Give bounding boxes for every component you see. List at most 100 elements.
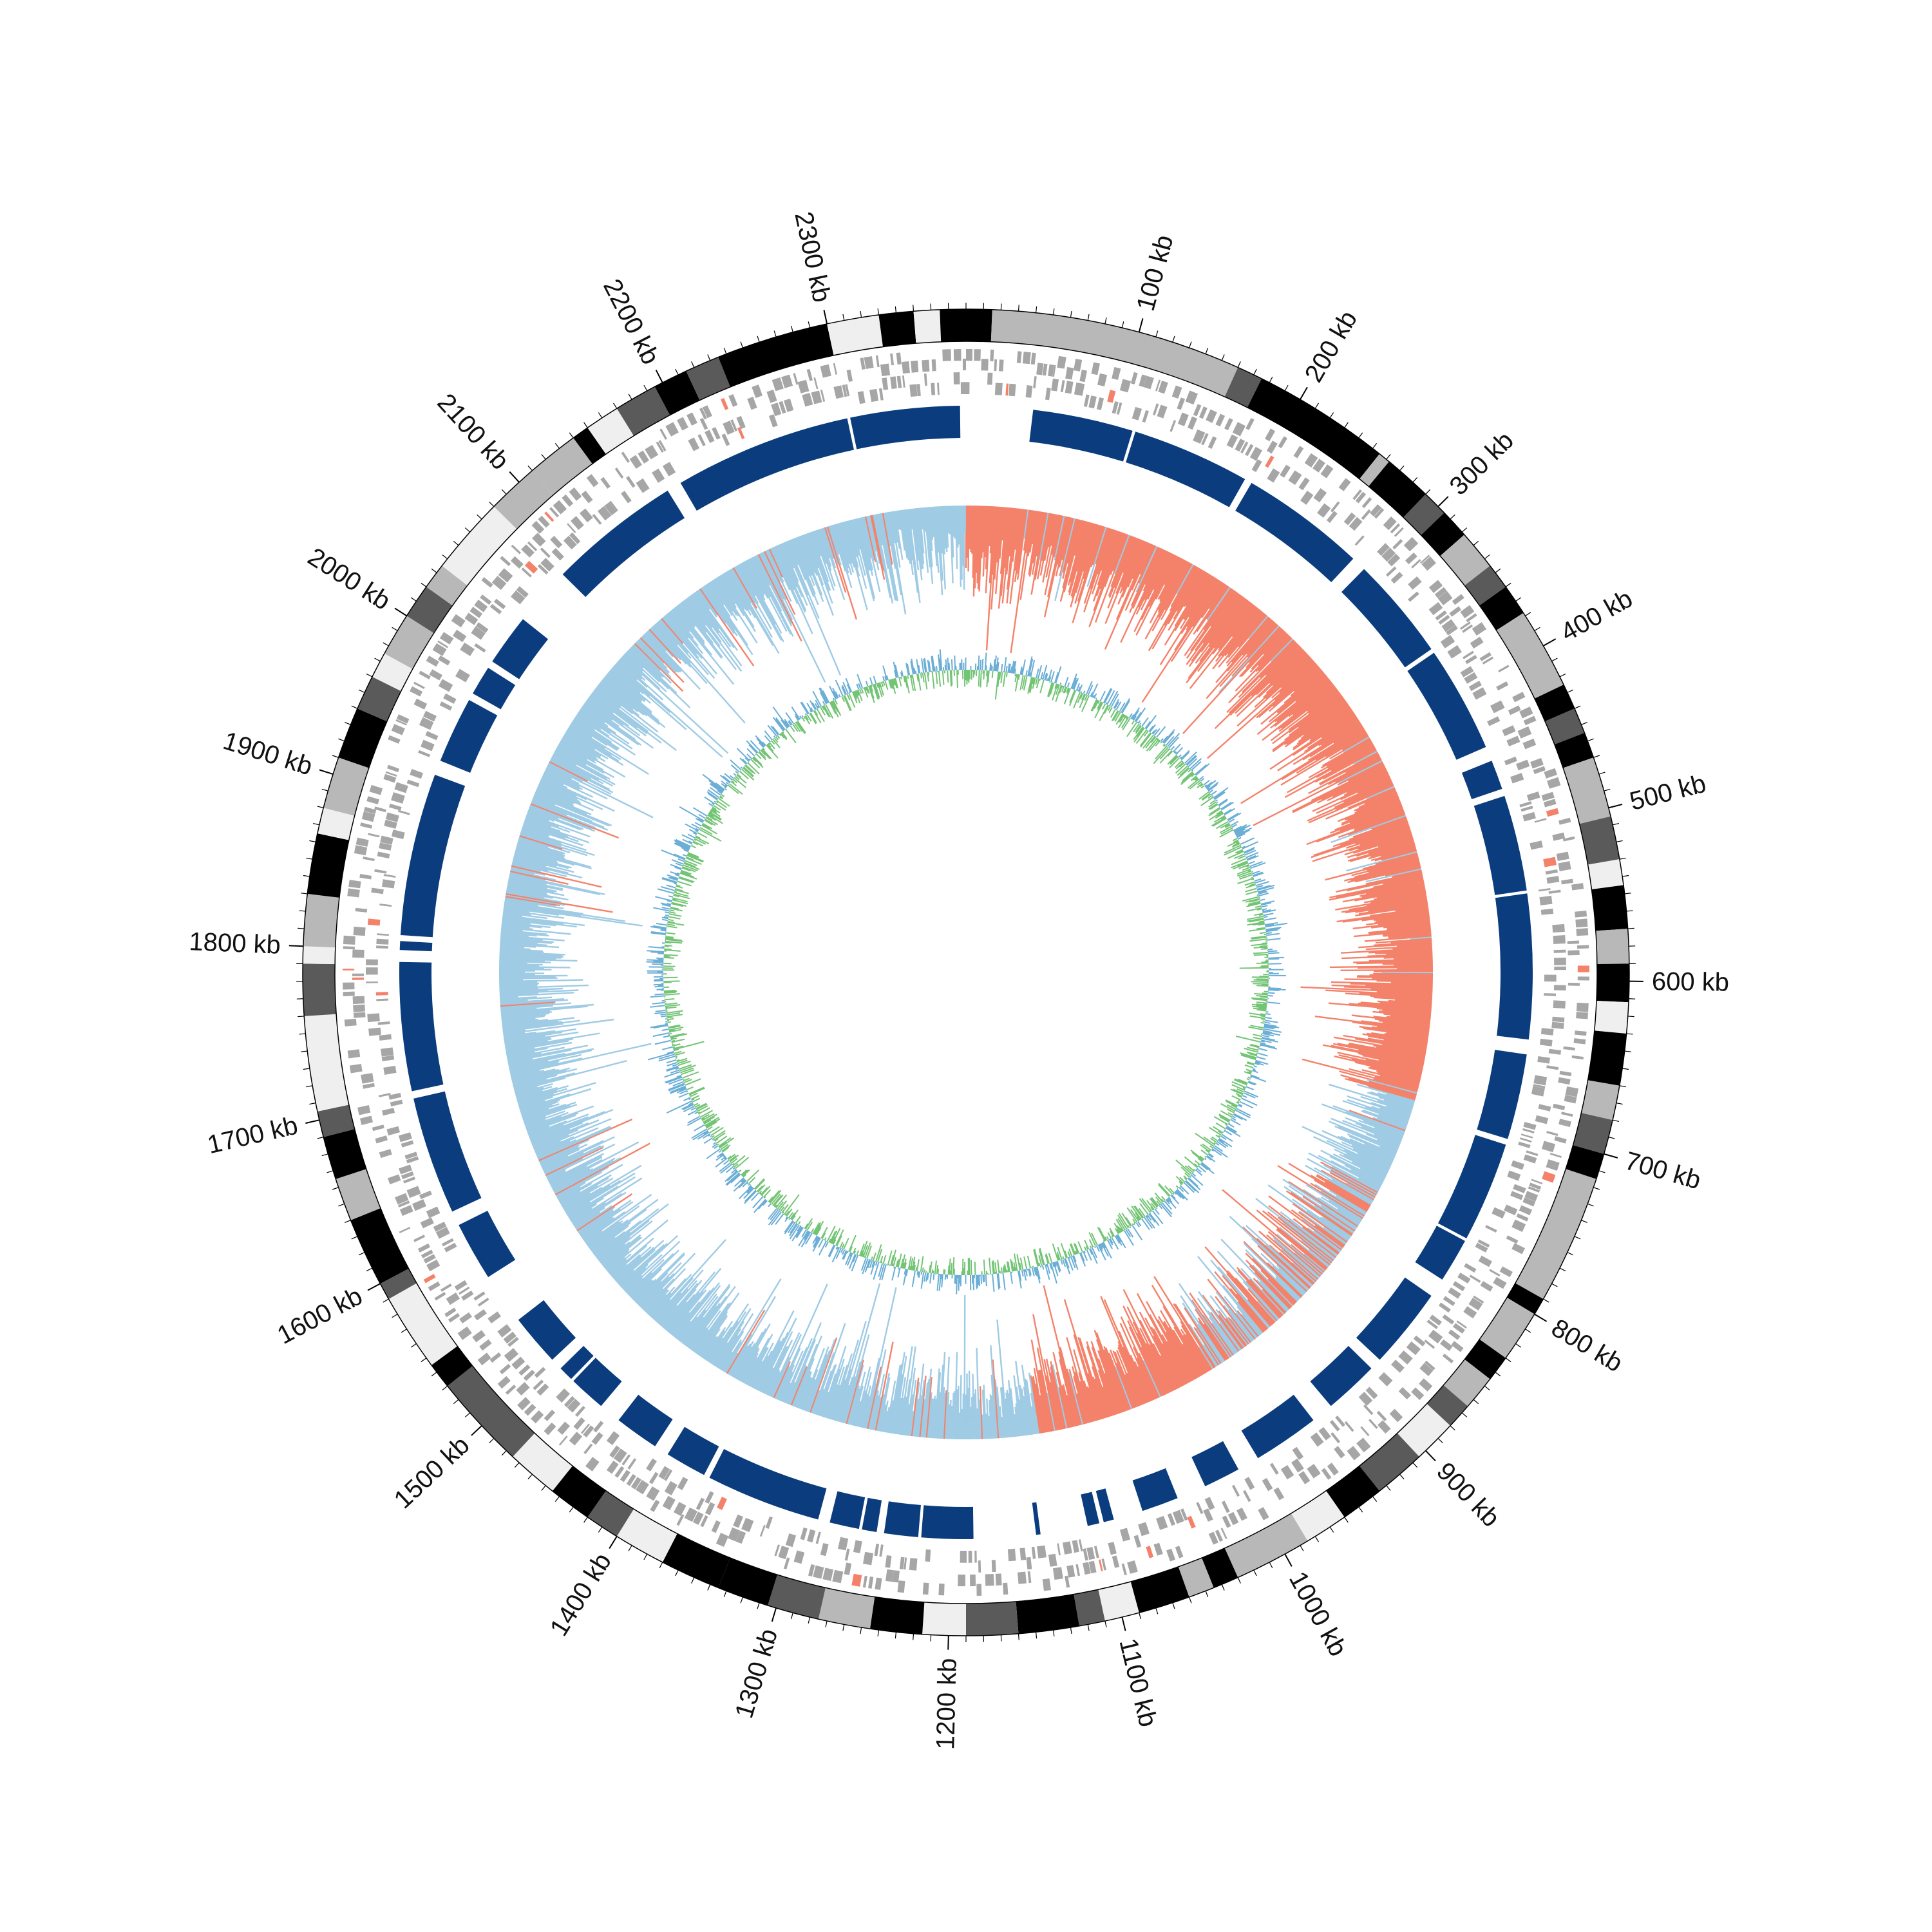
- skew-bar: [863, 516, 875, 561]
- skew-bar: [1354, 866, 1421, 883]
- skew-bar: [1189, 589, 1235, 652]
- tick-label: 1400 kb: [545, 1548, 617, 1641]
- skew-bar: [1188, 1323, 1217, 1367]
- skew-bar: [664, 615, 697, 654]
- conserved-block: [709, 1449, 827, 1520]
- skew-bar: [1195, 591, 1238, 651]
- skew-bar: [502, 1029, 526, 1034]
- skew-bar: [604, 676, 659, 722]
- skew-bar: [857, 1372, 872, 1427]
- skew-bar: [514, 853, 569, 869]
- ideogram-band: [1596, 963, 1629, 1003]
- skew-bar: [703, 585, 738, 636]
- skew-bar: [806, 533, 833, 604]
- gene-feature: [1187, 1515, 1196, 1529]
- gene-feature: [1457, 1273, 1471, 1284]
- skew-bar: [565, 730, 624, 766]
- major-tick: [289, 945, 303, 947]
- gene-feature: [1343, 512, 1356, 526]
- ideogram-band: [1579, 816, 1620, 865]
- skew-bar: [1383, 1039, 1427, 1048]
- skew-bar: [652, 1299, 671, 1320]
- skew-bar: [1342, 886, 1425, 903]
- skew-bar: [1280, 733, 1368, 786]
- minor-tick: [1018, 305, 1019, 312]
- skew-bar: [1206, 586, 1230, 620]
- skew-bar: [1180, 1325, 1210, 1372]
- minor-tick: [723, 1591, 727, 1597]
- skew-bar: [1136, 1358, 1157, 1400]
- skew-bar: [499, 982, 539, 985]
- gene-feature: [711, 1520, 721, 1533]
- skew-bar: [985, 1414, 989, 1439]
- skew-bar: [1374, 1133, 1401, 1146]
- skew-bar: [630, 1249, 679, 1298]
- skew-bar: [798, 1376, 812, 1409]
- minor-tick: [351, 705, 358, 709]
- minor-tick: [1461, 1412, 1468, 1417]
- gene-feature: [1511, 1160, 1524, 1170]
- skew-bar: [505, 1038, 574, 1052]
- skew-bar: [1259, 641, 1296, 678]
- skew-bar: [1378, 918, 1430, 925]
- skew-bar: [1296, 730, 1367, 774]
- skew-bar: [1245, 1260, 1293, 1308]
- minor-tick: [1567, 1252, 1574, 1256]
- gene-feature: [1537, 1056, 1551, 1064]
- skew-bar: [1358, 791, 1397, 808]
- skew-bar: [1311, 764, 1385, 802]
- skew-bar: [1213, 601, 1251, 649]
- skew-bar: [950, 1405, 953, 1439]
- skew-bar: [532, 798, 605, 828]
- gene-feature: [569, 532, 581, 545]
- minor-tick: [351, 1236, 358, 1240]
- skew-bar: [586, 699, 654, 749]
- skew-bar: [554, 1142, 650, 1195]
- skew-bar: [560, 1177, 609, 1206]
- gene-feature: [1528, 1186, 1540, 1193]
- skew-bar: [678, 603, 723, 659]
- ideogram-band: [1016, 1594, 1079, 1634]
- gene-feature: [880, 363, 891, 377]
- gene-feature: [1429, 1314, 1442, 1326]
- skew-bar: [1335, 757, 1381, 783]
- skew-bar: [682, 1316, 705, 1345]
- skew-bar: [1376, 980, 1433, 983]
- skew-bar: [1115, 538, 1139, 594]
- gene-feature: [1083, 394, 1090, 407]
- skew-bar: [1256, 1300, 1276, 1323]
- gene-feature: [1208, 1531, 1218, 1545]
- skew-bar: [507, 1057, 533, 1065]
- skew-bar: [1164, 567, 1199, 626]
- skew-bar: [786, 1322, 822, 1405]
- skew-bar: [1281, 728, 1365, 781]
- skew-bar: [1373, 876, 1423, 889]
- skew-bar: [1383, 875, 1423, 885]
- skew-bar: [925, 1377, 933, 1438]
- conserved-block: [1126, 431, 1245, 507]
- gene-feature: [1240, 441, 1249, 453]
- skew-bar: [1307, 688, 1338, 712]
- skew-bar: [1307, 1158, 1376, 1197]
- skew-bar: [1074, 1371, 1090, 1423]
- skew-bar: [1119, 1323, 1155, 1400]
- skew-bar: [1300, 704, 1350, 739]
- skew-bar: [1133, 553, 1174, 632]
- skew-bar: [1364, 790, 1397, 805]
- gene-feature: [581, 490, 593, 504]
- skew-bar: [546, 1143, 616, 1179]
- skew-bar: [1110, 533, 1126, 576]
- gene-feature: [493, 598, 506, 610]
- skew-bar: [1120, 1316, 1159, 1399]
- skew-bar: [520, 1088, 592, 1112]
- gene-feature: [1088, 1560, 1097, 1574]
- skew-bar: [1157, 560, 1187, 613]
- major-tick: [305, 1119, 320, 1124]
- minor-tick: [1624, 1050, 1631, 1052]
- gene-feature: [480, 594, 492, 605]
- skew-bar: [500, 1007, 537, 1012]
- gene-feature: [364, 806, 377, 815]
- skew-bar: [1169, 565, 1197, 612]
- skew-bar: [542, 1140, 604, 1170]
- skew-bar: [667, 1267, 722, 1333]
